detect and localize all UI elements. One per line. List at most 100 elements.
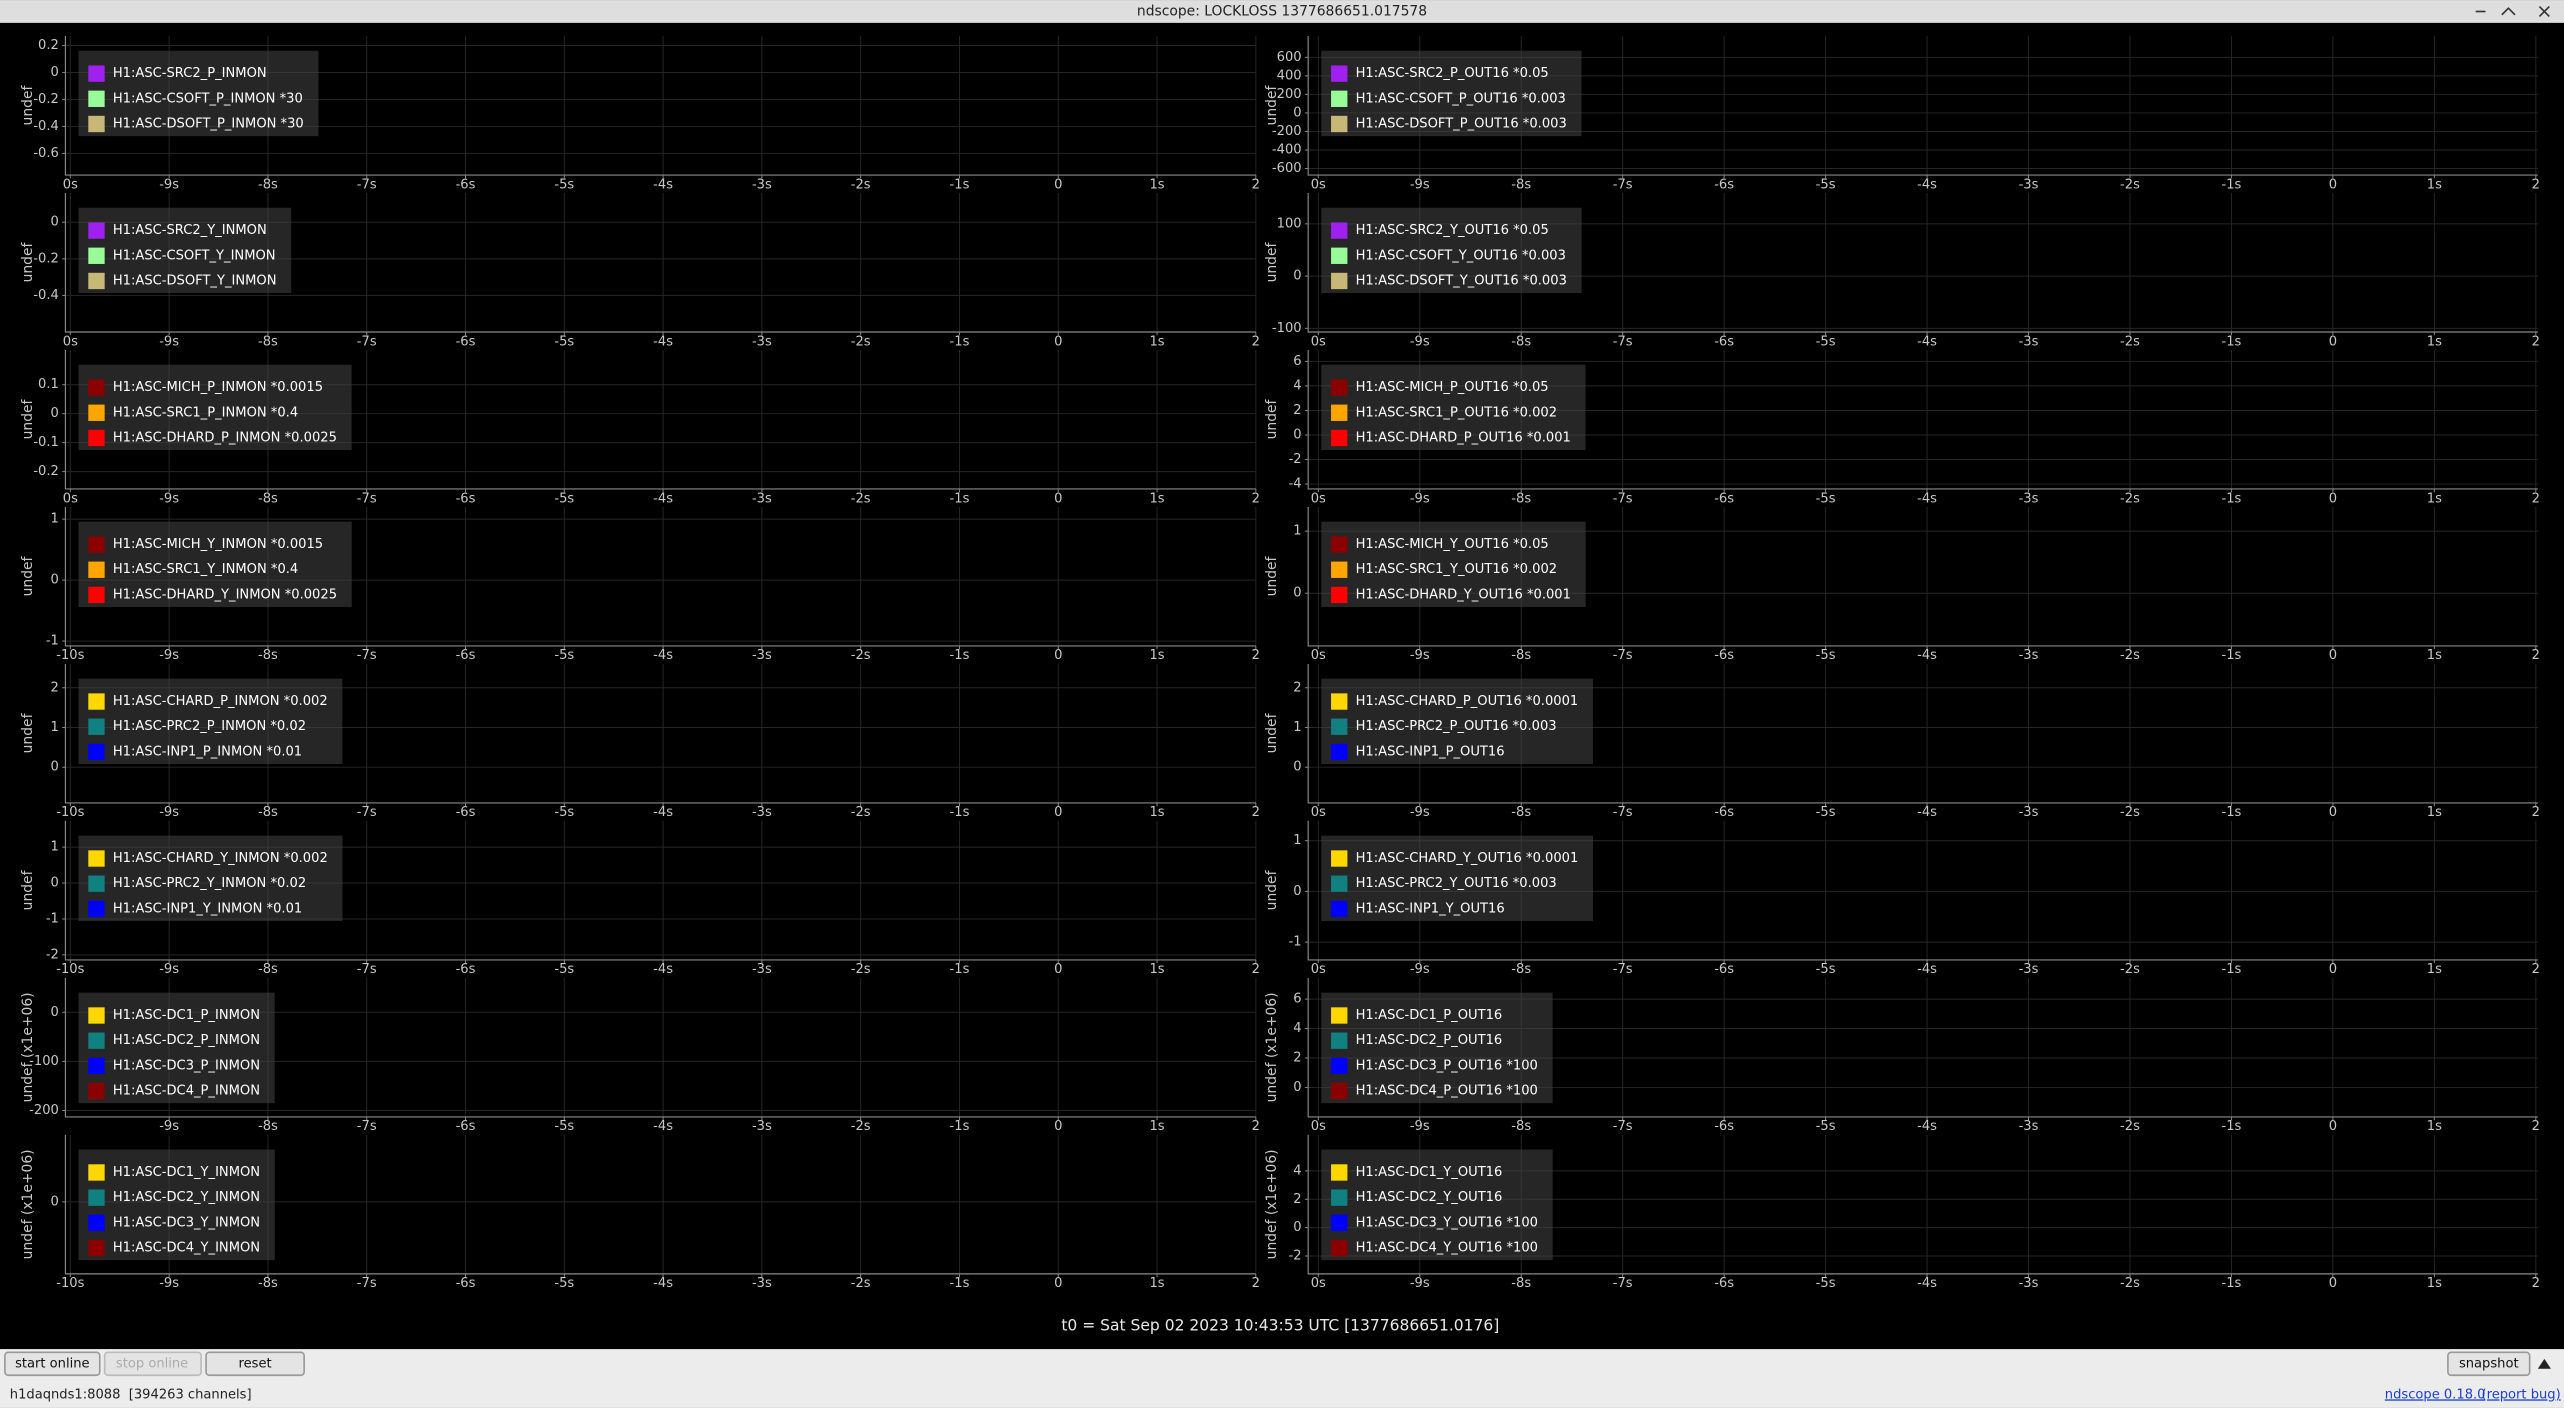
legend-entry: H1:ASC-DC1_Y_INMON bbox=[113, 1165, 260, 1180]
y-tick-label: -100 bbox=[1272, 321, 1302, 336]
legend-swatch bbox=[1331, 1007, 1348, 1024]
x-tick-label: -7s bbox=[1613, 334, 1633, 349]
legend-swatch bbox=[1331, 1082, 1348, 1100]
x-tick-label: -4s bbox=[653, 177, 673, 192]
legend-box bbox=[78, 992, 275, 1104]
x-tick-label: 0 bbox=[1054, 334, 1062, 349]
x-tick-label: -9s bbox=[1410, 962, 1430, 977]
x-tick-label: -7s bbox=[357, 491, 377, 506]
legend-entry: H1:ASC-SRC1_Y_OUT16 *0.002 bbox=[1356, 562, 1558, 577]
legend-swatch bbox=[1331, 1239, 1348, 1257]
x-tick-label: 1s bbox=[2427, 962, 2442, 977]
legend-swatch bbox=[88, 1214, 105, 1232]
x-tick-label: -5s bbox=[554, 334, 574, 349]
legend-entry: H1:ASC-INP1_P_INMON *0.01 bbox=[113, 744, 302, 759]
x-tick-label: 2 bbox=[1252, 962, 1260, 977]
x-tick-label: -8s bbox=[1511, 491, 1531, 506]
x-tick-label: -2s bbox=[2120, 648, 2140, 663]
legend-swatch bbox=[88, 536, 105, 553]
y-tick-label: 0 bbox=[1293, 105, 1301, 120]
x-tick-label: -4s bbox=[1917, 805, 1937, 820]
reset-label[interactable]: reset bbox=[239, 1356, 272, 1371]
x-tick-label: -5s bbox=[554, 491, 574, 506]
x-tick-label: -7s bbox=[357, 648, 377, 663]
expand-button[interactable] bbox=[2537, 1358, 2551, 1369]
axis-frame bbox=[1307, 192, 2538, 333]
y-tick-label: 1 bbox=[1293, 833, 1301, 848]
x-tick-label: -2s bbox=[2120, 1119, 2140, 1134]
legend-swatch bbox=[88, 900, 105, 918]
plot-area bbox=[0, 22, 2564, 1350]
x-tick-label: -2s bbox=[851, 648, 871, 663]
x-tick-label: 0 bbox=[1054, 1119, 1062, 1134]
legend-entry: H1:ASC-DSOFT_P_INMON *30 bbox=[113, 116, 304, 131]
axis-frame bbox=[64, 820, 1256, 961]
legend-entry: H1:ASC-DC4_P_INMON bbox=[113, 1084, 260, 1099]
x-tick-label: -9s bbox=[159, 177, 179, 192]
x-tick-label: 2 bbox=[1252, 334, 1260, 349]
legend-swatch bbox=[88, 272, 105, 290]
legend-entry: H1:ASC-SRC2_Y_INMON bbox=[113, 223, 267, 238]
x-tick-label: -3s bbox=[752, 805, 772, 820]
x-tick-label: -8s bbox=[1511, 177, 1531, 192]
legend-entry: H1:ASC-MICH_Y_OUT16 *0.05 bbox=[1356, 537, 1549, 552]
x-tick-label: -10s bbox=[56, 648, 84, 663]
y-tick-label: 0 bbox=[51, 573, 59, 588]
legend-entry: H1:ASC-CSOFT_Y_INMON bbox=[113, 248, 276, 263]
x-tick-label: -2s bbox=[851, 334, 871, 349]
report-bug-link[interactable]: (report bug) bbox=[2482, 1387, 2561, 1402]
start-online-button[interactable] bbox=[4, 1351, 101, 1377]
stop-online-label: stop online bbox=[116, 1356, 188, 1371]
x-tick-label: -4s bbox=[1917, 491, 1937, 506]
y-axis-label: undef bbox=[1264, 241, 1280, 282]
x-tick-label: -3s bbox=[752, 962, 772, 977]
y-axis-label: undef bbox=[20, 712, 36, 753]
axis-frame bbox=[64, 977, 1256, 1118]
x-tick-label: 1s bbox=[1149, 1119, 1164, 1134]
axis-frame bbox=[64, 349, 1256, 490]
plot-panel: 0s -9s -8s -7s -6s -5s -4s -3s -2s -1s 0 1s 2 100 0 -10… bbox=[1264, 192, 2540, 349]
x-tick-label: 1s bbox=[1149, 962, 1164, 977]
legend-entry: H1:ASC-PRC2_P_OUT16 *0.003 bbox=[1356, 719, 1557, 734]
plot-panel: 0s -9s -8s -7s -6s -5s -4s -3s -2s -1s 0 1s 2 1 0 -1 und… bbox=[1264, 820, 2540, 977]
y-tick-label: 1 bbox=[1293, 524, 1301, 539]
x-tick-label: 0 bbox=[2329, 805, 2337, 820]
legend-swatch bbox=[1331, 561, 1348, 578]
plot-panel: -10s -9s -8s -7s -6s -5s -4s -3s -2s -1s 0 1s 2 1 0 -1 -… bbox=[20, 820, 1260, 977]
legend-entry: H1:ASC-SRC1_Y_INMON *0.4 bbox=[113, 562, 298, 577]
close-button[interactable] bbox=[2538, 6, 2550, 17]
x-tick-label: 0s bbox=[1311, 1119, 1326, 1134]
y-tick-label: 600 bbox=[1277, 50, 1302, 65]
x-tick-label: -3s bbox=[2019, 177, 2039, 192]
x-tick-label: -7s bbox=[357, 805, 377, 820]
x-tick-label: 2 bbox=[1252, 648, 1260, 663]
legend-entry: H1:ASC-DC3_Y_OUT16 *100 bbox=[1356, 1215, 1538, 1230]
x-tick-label: 2 bbox=[2532, 177, 2540, 192]
y-tick-label: 0 bbox=[51, 1005, 59, 1020]
legend-entry: H1:ASC-CSOFT_P_OUT16 *0.003 bbox=[1356, 91, 1566, 106]
legend-box bbox=[78, 521, 352, 608]
x-tick-label: -7s bbox=[1613, 1119, 1633, 1134]
legend-swatch bbox=[88, 743, 105, 761]
reset-button[interactable] bbox=[205, 1351, 305, 1377]
snapshot-button[interactable] bbox=[2447, 1351, 2531, 1377]
plot-panel: -10s -9s -8s -7s -6s -5s -4s -3s -2s -1s 0 1s 2 1 0 -1 u… bbox=[20, 506, 1260, 663]
y-tick-label: -200 bbox=[29, 1103, 59, 1118]
legend-entry: H1:ASC-PRC2_Y_OUT16 *0.003 bbox=[1356, 876, 1557, 891]
legend-box bbox=[1321, 521, 1586, 608]
version-link[interactable]: ndscope 0.18.0 bbox=[2385, 1387, 2486, 1402]
y-tick-label: -0.2 bbox=[33, 464, 59, 479]
maximize-button[interactable] bbox=[2501, 7, 2516, 16]
y-tick-label: 100 bbox=[1277, 216, 1302, 231]
x-tick-label: 0s bbox=[1311, 648, 1326, 663]
x-tick-label: 1s bbox=[1149, 1276, 1164, 1291]
legend-box bbox=[78, 207, 292, 294]
x-tick-label: -6s bbox=[1714, 962, 1734, 977]
snapshot-label[interactable]: snapshot bbox=[2459, 1356, 2519, 1371]
legend-entry: H1:ASC-DC4_P_OUT16 *100 bbox=[1356, 1084, 1538, 1099]
legend-entry: H1:ASC-SRC1_P_INMON *0.4 bbox=[113, 405, 298, 420]
legend-swatch bbox=[88, 875, 105, 892]
legend-box bbox=[78, 50, 319, 137]
start-online-label[interactable]: start online bbox=[15, 1356, 90, 1371]
x-tick-label: 2 bbox=[1252, 491, 1260, 506]
